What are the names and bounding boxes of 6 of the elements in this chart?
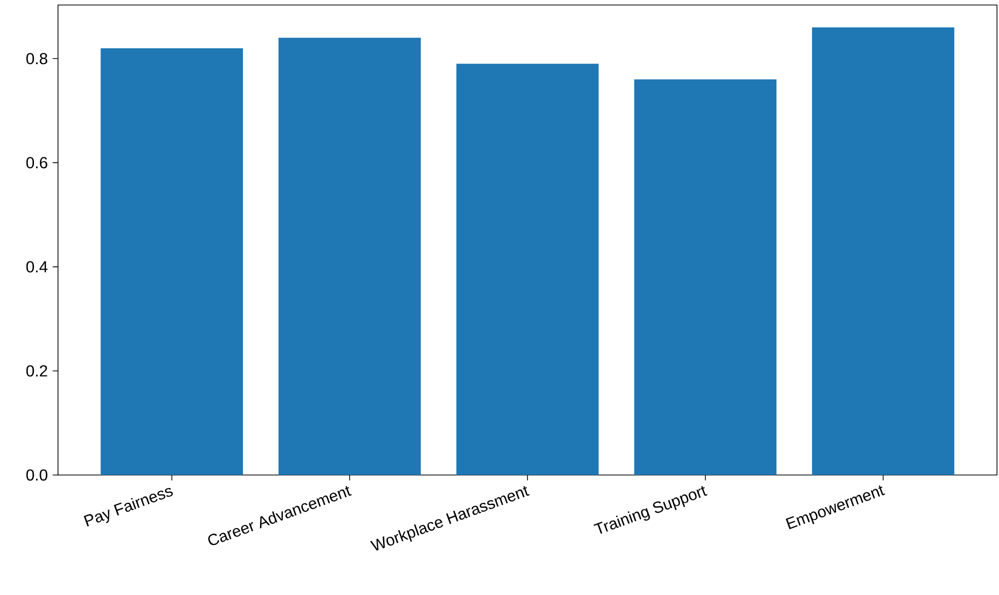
y-tick-label: 0.4 (26, 261, 48, 272)
x-tick-label: Training Support (594, 486, 708, 534)
y-tick-label: 0.6 (26, 157, 48, 168)
y-tick-label: 0.2 (26, 365, 48, 377)
y-tick-label: 0.8 (26, 52, 48, 64)
y-tick-label: 0.0 (26, 469, 48, 481)
